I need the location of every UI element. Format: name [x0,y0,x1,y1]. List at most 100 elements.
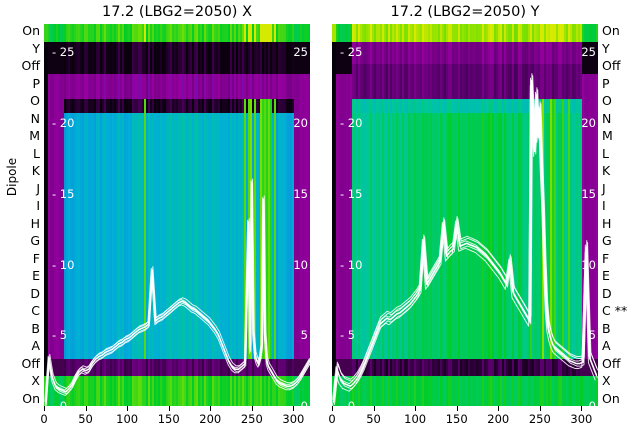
category-label: P [32,76,40,91]
heatmap-image-x [44,24,310,406]
category-label: L [602,146,609,161]
category-label: D [602,286,612,301]
inner-y-tick-label: - 25 [340,46,362,59]
x-axis-tick-label: 300 [282,412,304,426]
inner-y-tick-label: - 5 [340,329,355,342]
category-label: B [31,321,40,336]
trace-path [45,178,310,401]
category-label: G [602,234,612,248]
overlay-trace-x [44,178,310,406]
x-axis-tick [44,406,45,411]
x-axis-tick-label: 200 [487,412,509,426]
x-axis-tick [210,406,212,411]
trace-path [44,185,310,406]
inner-y-tick-label: 0 [589,400,596,407]
inner-y-tick-label: - 5 [52,329,67,342]
trace-path [45,183,310,406]
x-axis-tick [498,406,500,411]
category-label: H [31,216,40,231]
x-axis-tick-label: 150 [446,412,468,426]
x-axis-tick [539,406,541,411]
x-axis-tick-label: 100 [404,412,426,426]
category-label: A [602,339,611,353]
x-axis-panel-y: 0 50 100 150 200 250 300 [328,406,598,440]
category-label: On [602,392,620,406]
inner-y-tick-label: 25 [293,46,308,59]
x-axis-tick [456,406,458,411]
inner-y-tick-label: 25 [581,46,596,59]
category-label: A [31,339,40,353]
x-axis-tick-label: 150 [158,412,180,426]
inner-y-tick-label: 20 [581,117,596,130]
category-label: Y [602,41,610,56]
inner-y-tick-label: - 0 [340,400,355,407]
trace-path [44,181,310,404]
category-label: P [602,76,610,91]
category-label: L [33,146,40,161]
category-label: G [30,234,40,248]
inner-y-tick-label: 10 [581,258,596,272]
inner-y-tick-label: - 25 [52,46,74,59]
x-axis-tick-label: 300 [570,412,592,426]
trace-path [333,73,598,396]
inner-y-tick-label: 5 [589,329,596,342]
category-label: D [30,286,40,301]
category-label: F [602,251,609,266]
category-label: X [31,374,40,388]
inner-y-tick-label: - 0 [52,400,67,407]
category-label: B [602,321,611,336]
trace-path [332,85,596,406]
x-axis-tick [581,406,583,411]
x-axis-tick [85,406,87,411]
x-axis-tick [415,406,417,411]
category-label: J [602,181,606,196]
panel-title-x: 17.2 (LBG2=2050) X [44,2,310,22]
x-axis-tick [373,406,375,411]
category-label: E [32,269,40,283]
category-label: I [36,199,40,213]
inner-y-tick-label: 15 [581,187,596,201]
x-axis-tick [127,406,129,411]
category-label: K [602,164,610,178]
x-axis-tick-label: 50 [366,412,381,426]
x-axis-tick-label: 250 [529,412,551,426]
inner-y-tick-label: - 20 [52,117,74,130]
inner-y-tick-label: - 10 [52,258,74,272]
inner-y-tick-label: - 15 [340,187,362,201]
category-label: O [602,94,612,108]
x-axis-panel-x: 0 50 100 150 200 250 300 [40,406,310,440]
x-axis-tick [251,406,253,411]
category-label: Y [32,41,40,56]
overlay-trace-y [332,73,598,406]
x-axis-tick [168,406,170,411]
x-axis-tick [293,406,295,411]
category-label: M [602,129,613,143]
category-label: C [31,304,40,318]
category-label: On [22,392,40,406]
category-label: J [36,181,40,196]
category-label: Off [602,356,620,371]
inner-y-tick-label: 0 [301,400,308,407]
category-label: Off [22,59,40,73]
heatmap-panel-y[interactable]: - 25 25 - 20 20 - 15 15 - 10 10 - 5 5 - 0 0 [332,24,598,406]
category-label: Off [602,59,620,73]
x-axis-tick-label: 250 [241,412,263,426]
category-label: I [602,199,606,213]
x-axis-tick-label: 50 [78,412,93,426]
category-label: F [33,251,40,266]
category-label: O [30,94,40,108]
trace-path [332,79,598,403]
inner-y-tick-label: 5 [301,329,308,342]
inner-y-tick-label: - 20 [340,117,362,130]
x-axis-tick [332,406,333,411]
category-label: C ** [602,304,627,318]
category-label: H [602,216,611,231]
x-axis-tick-label: 0 [328,412,335,426]
x-axis-tick-label: 100 [116,412,138,426]
category-label: N [602,111,611,126]
heatmap-panel-x[interactable]: - 25 25 - 20 20 - 15 15 - 10 10 - 5 5 - 0 0 [44,24,310,406]
inner-y-tick-label: - 10 [340,258,362,272]
x-axis-tick-label: 200 [199,412,221,426]
category-label: N [31,111,40,126]
category-label: M [29,129,40,143]
